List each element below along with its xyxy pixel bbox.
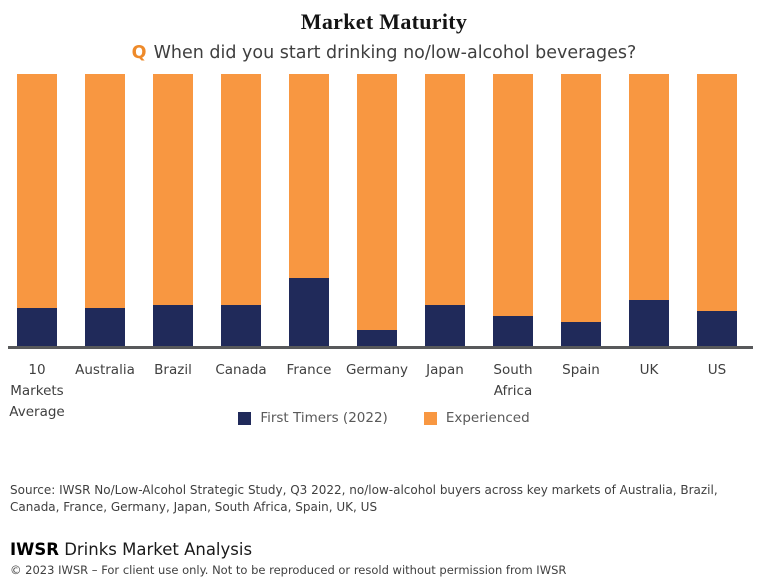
brand-line: IWSR Drinks Market Analysis: [10, 540, 768, 559]
bar-segment-experienced-germany: [357, 74, 397, 330]
stacked-bar-10-markets-average: [17, 74, 57, 346]
bar-segment-experienced-us: [697, 74, 737, 311]
brand-subtitle: Drinks Market Analysis: [64, 540, 253, 559]
legend-label-experienced: Experienced: [445, 410, 530, 426]
x-axis-label-germany: Germany: [345, 362, 409, 378]
bar-segment-experienced-south-africa: [493, 74, 533, 317]
stacked-bar-germany: [357, 74, 397, 346]
bar-segment-first-timers-2022-germany: [357, 329, 397, 346]
survey-question: Q When did you start drinking no/low-alco…: [0, 43, 768, 63]
bar-segment-first-timers-2022-10-markets-average: [17, 307, 57, 346]
x-axis-label-brazil: Brazil: [154, 362, 192, 378]
page-title: Market Maturity: [300, 9, 468, 34]
bar-segment-experienced-brazil: [153, 74, 193, 306]
stacked-bar-chart: [3, 74, 751, 346]
bar-slot-south-africa: [479, 74, 547, 346]
chart-legend: First Timers (2022) Experienced: [0, 408, 768, 428]
bar-segment-first-timers-2022-uk: [629, 299, 669, 346]
stacked-bar-uk: [629, 74, 669, 346]
legend-item-first-timers-2022: First Timers (2022): [238, 410, 388, 426]
bar-slot-us: [683, 74, 751, 346]
legend-swatch-first-timers-2022: [238, 411, 252, 425]
bar-segment-first-timers-2022-japan: [425, 305, 465, 346]
bar-segment-experienced-japan: [425, 74, 465, 306]
stacked-bar-canada: [221, 74, 261, 346]
bars-row: [3, 74, 751, 346]
bar-segment-first-timers-2022-us: [697, 310, 737, 346]
stacked-bar-france: [289, 74, 329, 346]
bar-segment-experienced-10-markets-average: [17, 74, 57, 308]
x-axis-label-uk: UK: [639, 362, 659, 378]
stacked-bar-brazil: [153, 74, 193, 346]
bar-segment-experienced-france: [289, 74, 329, 278]
bar-segment-first-timers-2022-canada: [221, 305, 261, 346]
bar-slot-uk: [615, 74, 683, 346]
bar-slot-japan: [411, 74, 479, 346]
brand-logo-text: IWSR: [10, 540, 59, 559]
x-axis-label-canada: Canada: [215, 362, 267, 378]
bar-slot-canada: [207, 74, 275, 346]
bar-slot-france: [275, 74, 343, 346]
x-axis-label-spain: Spain: [562, 362, 600, 378]
stacked-bar-south-africa: [493, 74, 533, 346]
stacked-bar-spain: [561, 74, 601, 346]
bar-segment-first-timers-2022-south-africa: [493, 316, 533, 346]
x-axis-labels-row: 10 Markets Average Australia Brazil Canada F…: [3, 349, 751, 420]
bar-segment-first-timers-2022-australia: [85, 307, 125, 346]
bar-segment-experienced-spain: [561, 74, 601, 322]
bar-segment-experienced-canada: [221, 74, 261, 306]
stacked-bar-us: [697, 74, 737, 346]
question-text: When did you start drinking no/low-alcoh…: [153, 43, 637, 63]
x-axis-label-japan: Japan: [426, 362, 464, 378]
bar-segment-experienced-australia: [85, 74, 125, 308]
bar-segment-experienced-uk: [629, 74, 669, 300]
bar-slot-australia: [71, 74, 139, 346]
legend-swatch-experienced: [423, 411, 437, 425]
bar-segment-first-timers-2022-spain: [561, 321, 601, 346]
legend-item-experienced: Experienced: [423, 410, 530, 426]
legend-label-first-timers-2022: First Timers (2022): [260, 410, 388, 426]
bar-slot-germany: [343, 74, 411, 346]
stacked-bar-japan: [425, 74, 465, 346]
x-axis-label-france: France: [286, 362, 332, 378]
stacked-bar-australia: [85, 74, 125, 346]
source-note: Source: IWSR No/Low-Alcohol Strategic St…: [10, 483, 718, 514]
x-axis-line: [8, 346, 753, 349]
x-axis-label-south-africa: South Africa: [493, 362, 533, 399]
x-axis-label-10-markets-average: 10 Markets Average: [9, 362, 65, 420]
question-q-badge: Q: [131, 43, 147, 63]
x-axis-label-us: US: [707, 362, 727, 378]
bar-segment-first-timers-2022-france: [289, 278, 329, 346]
bar-segment-first-timers-2022-brazil: [153, 305, 193, 346]
bar-slot-spain: [547, 74, 615, 346]
bar-slot-10-markets-average: [3, 74, 71, 346]
copyright-notice: © 2023 IWSR – For client use only. Not t…: [10, 563, 567, 577]
bar-slot-brazil: [139, 74, 207, 346]
x-axis-label-australia: Australia: [75, 362, 135, 378]
